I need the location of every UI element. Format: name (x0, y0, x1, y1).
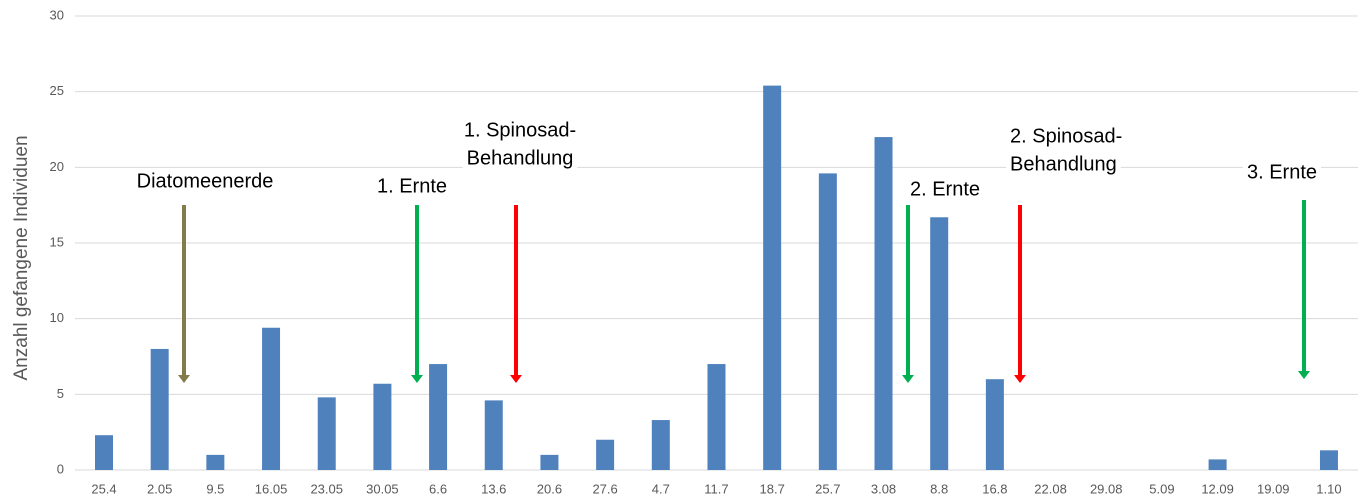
annotation-text: 3. Ernte (1247, 161, 1317, 183)
bar (373, 383, 392, 470)
x-tick-label: 19.09 (1257, 481, 1290, 496)
y-tick-label: 20 (50, 159, 64, 174)
annotation-background (372, 175, 452, 198)
annotation-text: Behandlung (467, 147, 574, 169)
x-tick-label: 8.8 (930, 481, 948, 496)
annotation-text: 2. Spinosad- (1010, 125, 1122, 147)
y-tick-label: 0 (57, 461, 64, 476)
annotation-background (1006, 153, 1121, 176)
annotation-arrowhead (1014, 375, 1026, 383)
bar (262, 327, 281, 470)
bar (874, 137, 893, 471)
annotation-arrowhead (902, 375, 914, 383)
annotation-text: 1. Ernte (377, 175, 447, 197)
bar (150, 348, 169, 470)
annotation-background (459, 119, 581, 142)
annotation-background (132, 170, 278, 193)
x-tick-label: 29.08 (1090, 481, 1123, 496)
x-tick-label: 11.7 (704, 481, 728, 496)
y-tick-label: 30 (50, 7, 64, 22)
x-tick-label: 18.7 (760, 481, 785, 496)
annotation-arrowhead (411, 375, 423, 383)
bar (707, 364, 726, 470)
annotation-background (905, 178, 985, 201)
annotation-arrowhead (178, 375, 190, 383)
x-tick-label: 3.08 (871, 481, 896, 496)
annotation-background (1242, 161, 1322, 184)
x-tick-label: 23.05 (310, 481, 343, 496)
x-tick-label: 30.05 (366, 481, 399, 496)
x-tick-label: 9.5 (206, 481, 224, 496)
x-tick-label: 25.7 (815, 481, 840, 496)
annotation-arrowhead (510, 375, 522, 383)
x-tick-label: 27.6 (592, 481, 617, 496)
bar (596, 439, 615, 470)
bar (763, 85, 782, 470)
bar (1319, 450, 1338, 470)
bar (484, 400, 503, 470)
x-tick-label: 12.09 (1201, 481, 1234, 496)
annotation-background (1006, 125, 1127, 148)
annotation-text: Behandlung (1010, 153, 1117, 175)
x-tick-label: 22.08 (1034, 481, 1067, 496)
x-tick-label: 20.6 (537, 481, 562, 496)
x-tick-label: 16.05 (255, 481, 288, 496)
bar (930, 217, 949, 470)
y-tick-label: 5 (57, 386, 64, 401)
annotation-text: Diatomeenerde (137, 170, 274, 192)
bar (1208, 459, 1227, 470)
annotation-text: 1. Spinosad- (464, 119, 576, 141)
x-tick-label: 6.6 (429, 481, 447, 496)
y-tick-label: 10 (50, 310, 64, 325)
bar (95, 435, 113, 470)
x-tick-label: 4.7 (652, 481, 670, 496)
x-tick-label: 13.6 (481, 481, 506, 496)
x-tick-label: 16.8 (982, 481, 1007, 496)
x-tick-label: 1.10 (1316, 481, 1341, 496)
x-tick-label: 5.09 (1149, 481, 1174, 496)
y-axis-label: Anzahl gefangene Individuen (11, 135, 32, 380)
y-tick-label: 15 (50, 234, 64, 249)
annotation-background (462, 147, 578, 170)
x-tick-label: 2.05 (147, 481, 172, 496)
annotation-arrowhead (1298, 371, 1310, 379)
annotation-text: 2. Ernte (910, 178, 980, 200)
x-tick-label: 25.4 (91, 481, 116, 496)
bar (429, 364, 448, 470)
bar (317, 397, 336, 470)
y-tick-label: 25 (50, 83, 64, 98)
bar (651, 420, 670, 470)
bar (206, 454, 225, 470)
bar (540, 454, 559, 470)
bar (818, 173, 837, 471)
bar (985, 379, 1004, 470)
